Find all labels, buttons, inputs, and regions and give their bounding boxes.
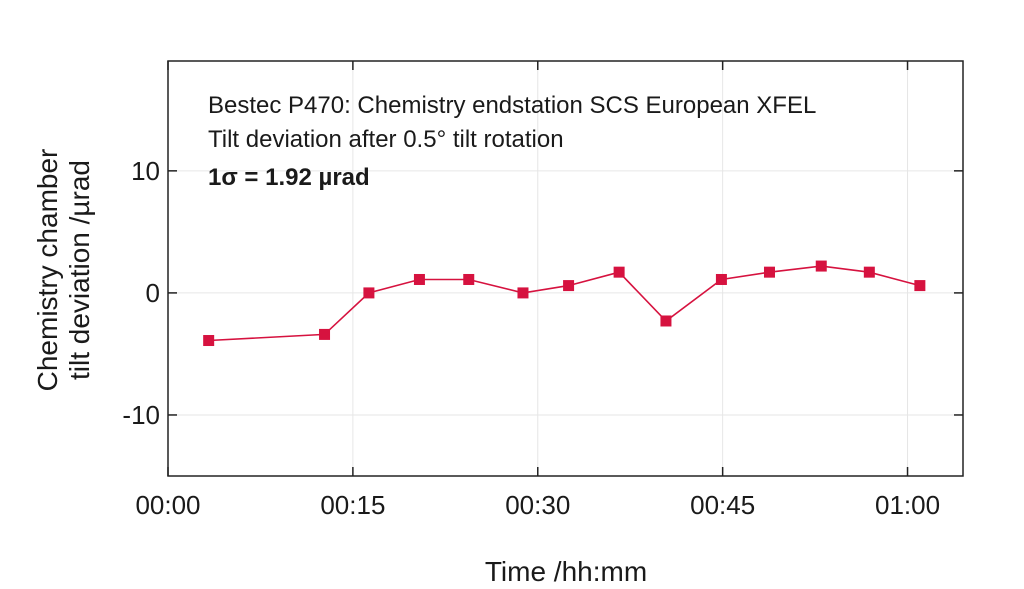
y-tick-label: -10	[122, 400, 160, 430]
y-tick-label: 10	[131, 156, 160, 186]
grid-lines	[167, 61, 963, 476]
data-point	[660, 315, 672, 327]
x-tick-label: 00:00	[135, 490, 200, 520]
data-point	[715, 273, 727, 285]
data-point	[413, 273, 425, 285]
y-axis-title: Chemistry chamber tilt deviation /µrad	[32, 149, 95, 392]
data-point	[203, 335, 215, 347]
data-point	[563, 280, 575, 292]
annotation-line-1: Bestec P470: Chemistry endstation SCS Eu…	[208, 92, 816, 119]
series-layer	[203, 260, 926, 347]
x-tick-label: 00:30	[505, 490, 570, 520]
y-axis-title-line-2: tilt deviation /µrad	[64, 160, 95, 380]
data-point	[763, 266, 775, 278]
data-point	[863, 266, 875, 278]
data-point	[815, 260, 827, 272]
plot-frame	[167, 60, 964, 477]
annotation-sigma: 1σ = 1.92 µrad	[208, 164, 370, 191]
x-tick-label: 00:15	[320, 490, 385, 520]
y-tick-labels: -10 0 10	[122, 156, 160, 430]
data-point	[517, 287, 529, 299]
x-tick-label: 01:00	[875, 490, 940, 520]
series-line	[208, 265, 921, 342]
x-tick-label: 00:45	[690, 490, 755, 520]
data-point	[463, 273, 475, 285]
x-tick-labels: 00:00 00:15 00:30 00:45 01:00	[135, 490, 940, 520]
y-axis-title-line-1: Chemistry chamber	[32, 149, 63, 392]
data-point	[613, 266, 625, 278]
annotation-line-2: Tilt deviation after 0.5° tilt rotation	[208, 126, 564, 153]
axis-ticks	[167, 61, 963, 476]
x-axis-title: Time /hh:mm	[485, 556, 647, 587]
data-point	[914, 280, 926, 292]
y-tick-label: 0	[146, 278, 160, 308]
data-point	[363, 287, 375, 299]
data-point	[319, 328, 331, 340]
